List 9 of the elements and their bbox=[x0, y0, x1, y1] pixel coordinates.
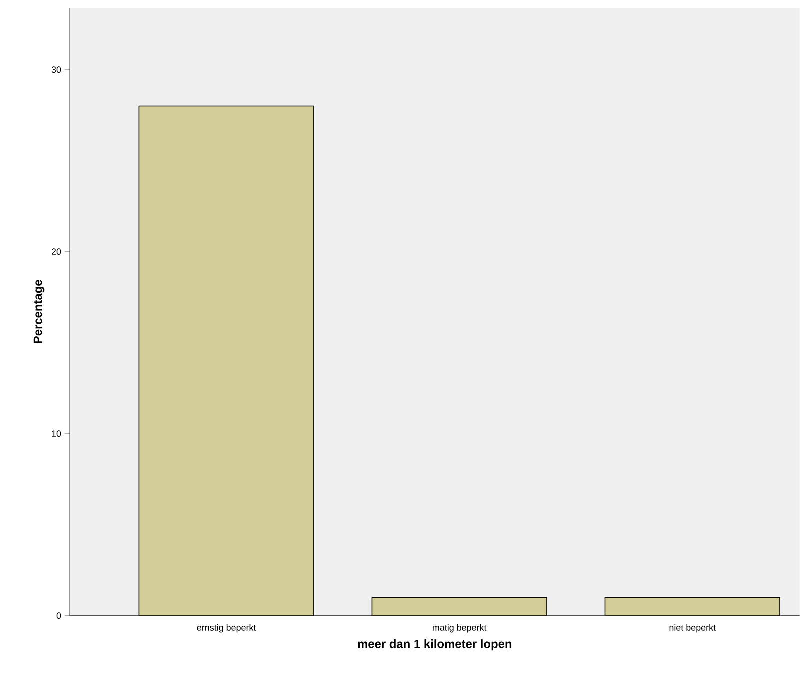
y-axis-title: Percentage bbox=[34, 280, 45, 344]
y-tick-label: 10 bbox=[52, 430, 62, 438]
x-tick-label: matig beperkt bbox=[433, 624, 487, 633]
x-tick-label: ernstig beperkt bbox=[197, 624, 256, 633]
x-axis-title: meer dan 1 kilometer lopen bbox=[358, 640, 512, 651]
y-tick-label: 0 bbox=[56, 612, 62, 620]
x-tick-label: niet beperkt bbox=[670, 624, 716, 633]
y-tick-label: 30 bbox=[52, 66, 62, 74]
y-tick-label: 20 bbox=[52, 248, 62, 256]
